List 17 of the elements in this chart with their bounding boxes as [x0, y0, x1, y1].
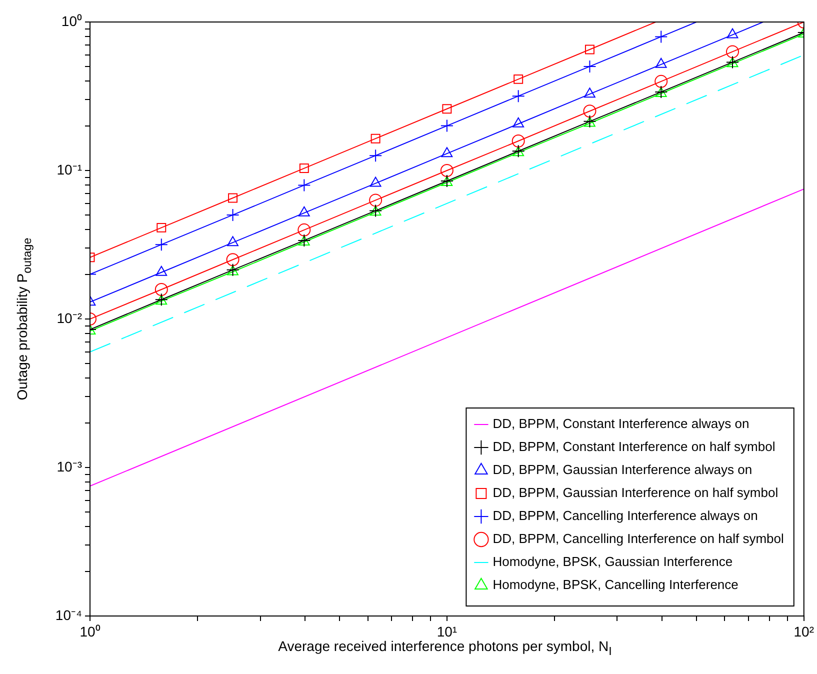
legend-label: DD, BPPM, Cancelling Interference on half symbol: [492, 531, 784, 546]
y-tick-label: 10⁻²: [56, 310, 82, 326]
legend-label: DD, BPPM, Gaussian Interference on half symbol: [492, 485, 778, 500]
legend-label: DD, BPPM, Gaussian Interference always on: [492, 462, 752, 478]
legend-label: DD, BPPM, Constant Interference always on: [492, 416, 750, 432]
y-tick-label: 10⁻³: [56, 458, 82, 474]
x-tick-label: 10²: [794, 623, 814, 640]
y-tick-label: 10⁰: [61, 12, 82, 29]
x-axis-title: Average received interference photons per symbol, N$_{I}$: [277, 638, 613, 658]
legend-label: DD, BPPM, Cancelling Interference always on: [492, 508, 758, 524]
y-tick-label: 10⁻⁴: [55, 606, 82, 623]
legend-label: DD, BPPM, Constant Interference on half symbol: [492, 439, 776, 454]
legend-label: Homodyne, BPSK, Cancelling Interference: [492, 577, 738, 592]
y-tick-label: 10⁻¹: [56, 161, 82, 178]
legend-label: Homodyne, BPSK, Gaussian Interference: [492, 554, 733, 570]
x-tick-label: 10⁰: [80, 623, 100, 640]
x-tick-label: 10¹: [436, 623, 458, 640]
